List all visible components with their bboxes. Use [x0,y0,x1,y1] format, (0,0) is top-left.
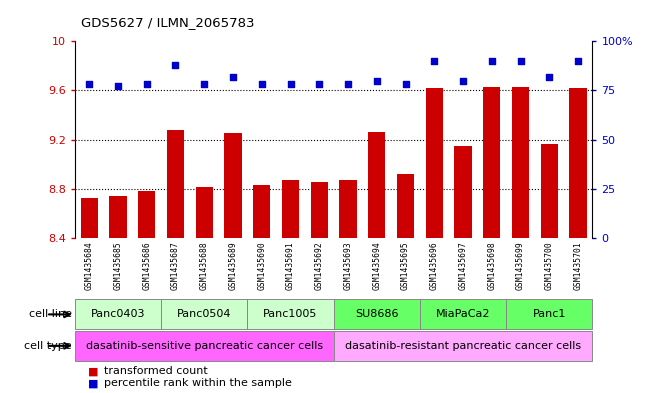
Text: GSM1435685: GSM1435685 [113,241,122,290]
Bar [333,299,420,329]
Point [486,58,497,64]
Text: Panc0504: Panc0504 [177,309,232,320]
Point [372,77,382,84]
Bar [138,191,156,238]
Text: MiaPaCa2: MiaPaCa2 [436,309,490,320]
Point [516,58,526,64]
Text: GSM1435697: GSM1435697 [458,241,467,290]
Point [171,62,181,68]
Text: GSM1435701: GSM1435701 [574,241,583,290]
Text: GSM1435700: GSM1435700 [545,241,554,290]
Text: GSM1435698: GSM1435698 [488,241,496,290]
Bar [506,299,592,329]
Text: GSM1435684: GSM1435684 [85,241,94,290]
Point [113,83,123,90]
Point [343,81,353,88]
Bar [167,130,184,238]
Text: GSM1435686: GSM1435686 [143,241,151,290]
Point [84,81,94,88]
Point [573,58,583,64]
Text: cell line: cell line [29,309,72,320]
Text: Panc1: Panc1 [533,309,566,320]
Bar [339,180,357,238]
Bar [426,88,443,238]
Text: GSM1435693: GSM1435693 [344,241,352,290]
Text: GSM1435696: GSM1435696 [430,241,439,290]
Text: GSM1435690: GSM1435690 [257,241,266,290]
Bar [540,144,558,238]
Point [141,81,152,88]
Text: transformed count: transformed count [104,366,208,376]
Text: dasatinib-sensitive pancreatic cancer cells: dasatinib-sensitive pancreatic cancer ce… [86,341,323,351]
Point [199,81,210,88]
Bar [109,196,126,238]
Point [544,73,555,80]
Bar [420,299,506,329]
Text: Panc1005: Panc1005 [263,309,318,320]
Text: dasatinib-resistant pancreatic cancer cells: dasatinib-resistant pancreatic cancer ce… [345,341,581,351]
Bar [570,88,587,238]
Point [228,73,238,80]
Bar [368,132,385,238]
Bar [75,299,161,329]
Point [429,58,439,64]
Text: percentile rank within the sample: percentile rank within the sample [104,378,292,388]
Bar [247,299,333,329]
Text: GSM1435688: GSM1435688 [200,241,209,290]
Text: GSM1435695: GSM1435695 [401,241,410,290]
Text: GSM1435694: GSM1435694 [372,241,381,290]
Point [314,81,324,88]
Text: GSM1435689: GSM1435689 [229,241,238,290]
Text: GSM1435691: GSM1435691 [286,241,295,290]
Text: SU8686: SU8686 [355,309,398,320]
Text: GDS5627 / ILMN_2065783: GDS5627 / ILMN_2065783 [81,17,255,29]
Bar [75,331,333,361]
Bar [253,185,270,238]
Point [458,77,468,84]
Text: ■: ■ [88,378,98,388]
Bar [483,87,501,238]
Bar [311,182,328,238]
Bar [397,174,414,238]
Bar [454,146,471,238]
Bar [81,198,98,238]
Bar [333,331,592,361]
Point [256,81,267,88]
Bar [282,180,299,238]
Text: ■: ■ [88,366,98,376]
Bar [512,87,529,238]
Text: Panc0403: Panc0403 [90,309,145,320]
Text: cell type: cell type [24,341,72,351]
Text: GSM1435699: GSM1435699 [516,241,525,290]
Point [285,81,296,88]
Point [400,81,411,88]
Bar [195,187,213,238]
Bar [161,299,247,329]
Text: GSM1435687: GSM1435687 [171,241,180,290]
Bar [225,133,242,238]
Text: GSM1435692: GSM1435692 [315,241,324,290]
